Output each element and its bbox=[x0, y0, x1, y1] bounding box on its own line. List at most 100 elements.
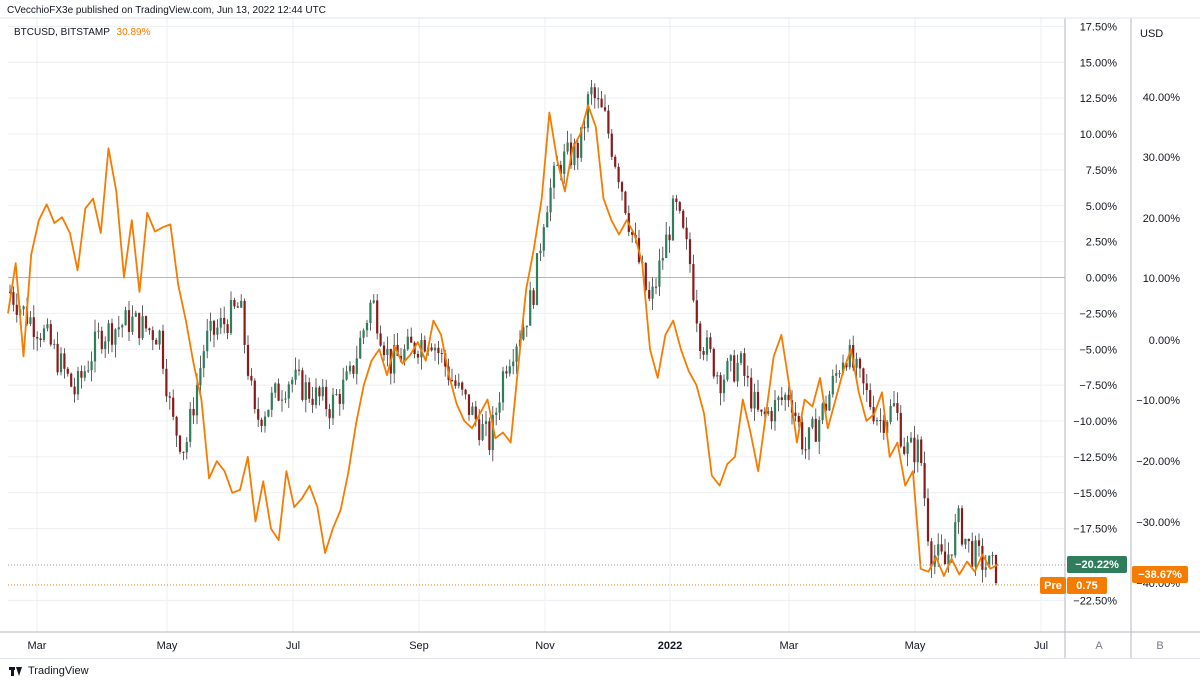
candle-up bbox=[124, 310, 127, 326]
candle-up bbox=[974, 540, 977, 567]
left-axis-tick: −7.50% bbox=[1079, 380, 1117, 392]
candle-up bbox=[838, 373, 841, 375]
candle-up bbox=[753, 391, 756, 409]
candle-up bbox=[406, 336, 409, 350]
candle-up bbox=[984, 567, 987, 570]
right-axis-tick: −10.00% bbox=[1136, 395, 1180, 407]
candle-down bbox=[376, 300, 379, 334]
candle-down bbox=[879, 419, 882, 421]
candle-down bbox=[148, 328, 151, 331]
left-axis-tick: −22.50% bbox=[1073, 595, 1117, 607]
candle-down bbox=[36, 337, 39, 339]
candle-up bbox=[841, 362, 845, 374]
candle-up bbox=[777, 397, 780, 401]
candle-up bbox=[947, 554, 950, 565]
left-axis-tick: −10.00% bbox=[1073, 416, 1117, 428]
series-legend[interactable]: BTCUSD, BITSTAMP 30.89% bbox=[14, 27, 150, 38]
pre-label-text: Pre bbox=[1044, 580, 1062, 592]
candle-down bbox=[236, 306, 239, 308]
candle-up bbox=[158, 330, 161, 345]
candle-down bbox=[178, 435, 182, 452]
pre-value-badge bbox=[1067, 577, 1107, 594]
candle-down bbox=[467, 394, 471, 415]
candle-down bbox=[869, 390, 872, 407]
candle-up bbox=[202, 351, 205, 369]
candle-up bbox=[916, 439, 919, 463]
candle-up bbox=[185, 441, 188, 453]
candle-up bbox=[331, 394, 335, 419]
candle-up bbox=[573, 142, 576, 166]
candle-down bbox=[127, 310, 131, 332]
candle-down bbox=[600, 98, 603, 108]
candle-up bbox=[542, 227, 545, 251]
candle-down bbox=[437, 347, 440, 354]
candle-up bbox=[590, 87, 593, 95]
candle-up bbox=[195, 385, 199, 416]
left-axis-tick: −12.50% bbox=[1073, 452, 1117, 464]
candle-down bbox=[223, 317, 226, 325]
candle-down bbox=[192, 408, 195, 416]
tradingview-logo[interactable]: TradingView bbox=[9, 665, 89, 677]
candle-up bbox=[321, 386, 324, 397]
left-axis-tick: 15.00% bbox=[1080, 57, 1118, 69]
candle-down bbox=[699, 323, 702, 352]
candle-up bbox=[716, 375, 719, 377]
candle-down bbox=[168, 396, 171, 398]
candle-down bbox=[930, 541, 933, 567]
candle-up bbox=[964, 538, 967, 545]
candle-down bbox=[461, 382, 464, 390]
right-axis-tick: 40.00% bbox=[1143, 92, 1181, 104]
candle-up bbox=[495, 412, 498, 415]
candle-up bbox=[46, 324, 49, 329]
candle-up bbox=[501, 371, 505, 403]
published-note: CVecchioFX3e published on TradingView.co… bbox=[7, 5, 326, 16]
candle-up bbox=[811, 418, 814, 428]
candle-down bbox=[297, 369, 301, 371]
candle-down bbox=[593, 87, 596, 99]
candle-up bbox=[848, 345, 851, 368]
candle-down bbox=[352, 365, 355, 374]
candle-up bbox=[736, 362, 739, 382]
candle-up bbox=[855, 358, 858, 368]
candle-down bbox=[325, 386, 328, 410]
candle-up bbox=[209, 320, 212, 331]
candle-up bbox=[372, 300, 375, 303]
candle-up bbox=[556, 164, 559, 166]
legend-value: 30.89% bbox=[116, 27, 151, 38]
candle-up bbox=[345, 371, 348, 380]
candle-down bbox=[801, 422, 804, 450]
x-axis-tick: Mar bbox=[28, 640, 47, 652]
candle-up bbox=[199, 368, 202, 386]
candle-up bbox=[831, 375, 834, 395]
candle-down bbox=[253, 380, 256, 410]
candle-down bbox=[882, 420, 885, 433]
candle-down bbox=[301, 370, 304, 400]
pre-value-text: 0.75 bbox=[1076, 580, 1097, 592]
left-axis-tick: −17.50% bbox=[1073, 524, 1117, 536]
candle-up bbox=[818, 420, 821, 442]
candle-down bbox=[794, 412, 797, 417]
candle-down bbox=[110, 323, 114, 345]
candle-up bbox=[525, 325, 528, 328]
x-axis-tick: 2022 bbox=[658, 640, 682, 652]
left-axis-tick: 10.00% bbox=[1080, 129, 1118, 141]
right-axis-tick: −30.00% bbox=[1136, 517, 1180, 529]
candle-down bbox=[920, 439, 923, 464]
x-axis-tick: May bbox=[157, 640, 178, 652]
candle-down bbox=[559, 164, 562, 174]
candle-down bbox=[865, 383, 868, 391]
candle-down bbox=[430, 347, 433, 351]
candle-down bbox=[903, 446, 906, 454]
legend-symbol: BTCUSD, BITSTAMP bbox=[14, 27, 110, 38]
candle-down bbox=[450, 379, 454, 381]
candle-down bbox=[695, 300, 698, 324]
candle-up bbox=[355, 358, 358, 374]
candle-down bbox=[8, 291, 12, 293]
candle-up bbox=[889, 405, 892, 423]
candle-up bbox=[665, 234, 668, 259]
candle-up bbox=[90, 361, 93, 371]
candle-up bbox=[348, 365, 352, 372]
candle-down bbox=[226, 324, 229, 334]
candle-up bbox=[53, 343, 56, 345]
